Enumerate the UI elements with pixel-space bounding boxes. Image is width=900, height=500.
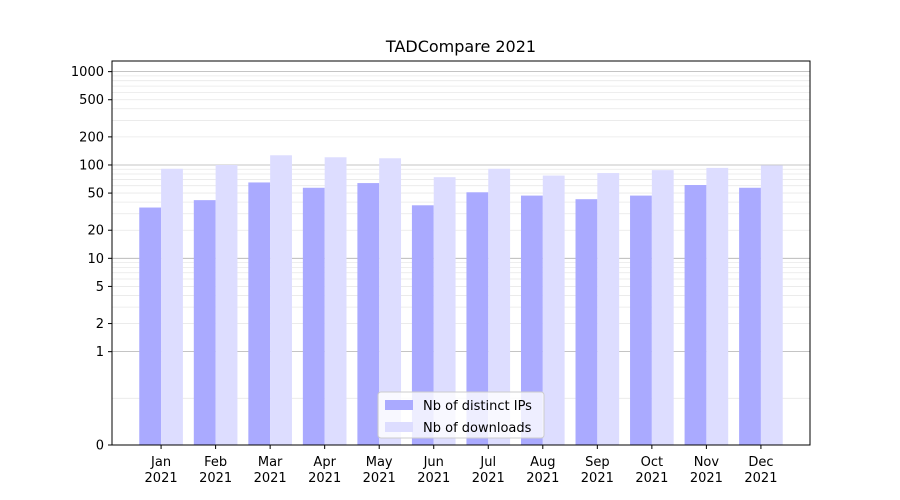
y-tick-label: 0	[96, 439, 104, 454]
legend-swatch	[385, 400, 413, 410]
bar	[270, 155, 292, 446]
x-tick-label: Oct 2021	[635, 455, 668, 486]
x-tick-label: Aug 2021	[526, 455, 559, 486]
bar	[248, 182, 271, 445]
bar	[379, 158, 402, 445]
y-tick-label: 20	[87, 224, 104, 239]
legend: Nb of distinct IPs Nb of downloads	[377, 391, 545, 439]
x-tick-label: Sep 2021	[581, 455, 614, 486]
bar	[630, 195, 652, 445]
bar	[651, 170, 674, 445]
plot-frame	[111, 60, 811, 446]
y-axis: 0 1 2 5 10 20 50 100 200 500 1000	[71, 65, 112, 454]
bar	[215, 164, 238, 446]
y-tick-label: 100	[79, 158, 104, 173]
bar	[139, 207, 162, 445]
y-tick-label: 5	[96, 280, 104, 295]
x-tick-label: Jul 2021	[472, 455, 505, 486]
bar	[597, 173, 620, 445]
bar	[542, 175, 565, 445]
y-tick-label: 2	[96, 317, 104, 332]
bar	[706, 167, 729, 446]
x-tick-label: May 2021	[363, 455, 396, 486]
x-tick-label: Feb 2021	[199, 455, 232, 486]
bars	[139, 155, 783, 446]
bar	[193, 200, 216, 445]
bar	[161, 168, 183, 446]
bar	[466, 192, 489, 445]
bar	[324, 157, 347, 445]
bar	[488, 168, 511, 446]
legend-box	[377, 391, 545, 439]
x-axis: Jan 2021 Feb 2021 Mar 2021 Apr 2021 May 2021 Jun 20…	[145, 445, 777, 486]
y-tick-label: 1	[96, 345, 104, 360]
bar	[575, 199, 598, 445]
y-tick-label: 1000	[71, 65, 104, 80]
y-tick-label: 500	[79, 93, 104, 108]
y-tick-label: 10	[87, 252, 104, 267]
x-tick-label: Nov 2021	[690, 455, 723, 486]
x-tick-label: Jan 2021	[145, 455, 178, 486]
x-tick-label: Mar 2021	[254, 455, 287, 486]
bar	[357, 183, 380, 446]
x-tick-label: Jun 2021	[417, 455, 450, 486]
bar	[739, 187, 761, 445]
y-tick-label: 200	[79, 130, 104, 145]
bar	[684, 185, 707, 445]
bar	[411, 205, 434, 445]
x-tick-label: Dec 2021	[744, 455, 777, 486]
legend-label: Nb of downloads	[423, 421, 532, 436]
chart-title: TADCompare 2021	[385, 37, 536, 56]
legend-swatch	[385, 422, 413, 432]
y-tick-label: 50	[87, 187, 104, 202]
x-tick-label: Apr 2021	[308, 455, 341, 486]
bar	[302, 187, 325, 445]
bar	[520, 195, 543, 445]
bar	[760, 165, 783, 446]
bar	[433, 177, 456, 446]
legend-label: Nb of distinct IPs	[423, 399, 532, 414]
